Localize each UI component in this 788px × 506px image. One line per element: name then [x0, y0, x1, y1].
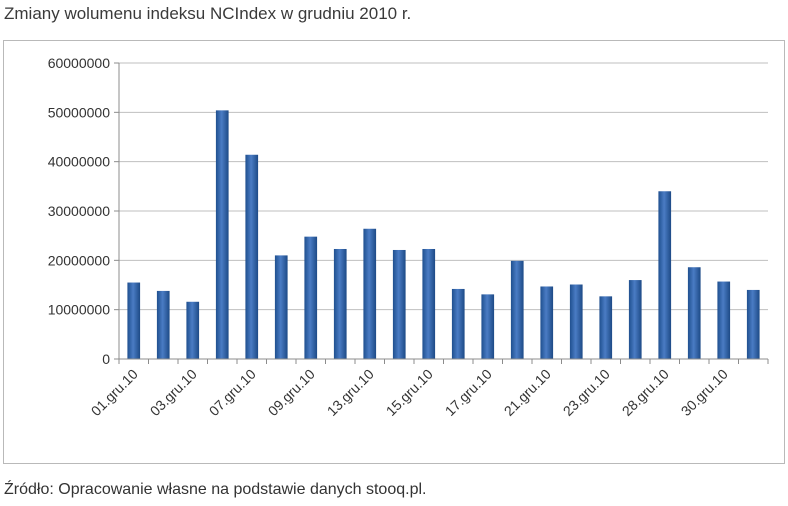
bar: [127, 282, 141, 359]
bar: [422, 248, 436, 359]
source-note: Źródło: Opracowanie własne na podstawie …: [4, 481, 427, 498]
chart-title: Zmiany wolumenu indeksu NCIndex w grudni…: [4, 4, 412, 23]
x-tick-label: 03.gru.10: [147, 366, 200, 419]
x-tick-label: 21.gru.10: [501, 366, 554, 419]
x-tick-label: 17.gru.10: [442, 366, 495, 419]
x-tick-label: 13.gru.10: [324, 366, 377, 419]
bar: [304, 236, 318, 359]
bar: [628, 280, 642, 359]
bar: [215, 110, 229, 359]
bar: [746, 289, 760, 359]
bar: [392, 249, 406, 359]
x-tick-label: 28.gru.10: [619, 366, 672, 419]
y-tick-label: 30000000: [48, 203, 111, 219]
y-tick-label: 10000000: [48, 302, 111, 318]
bar: [599, 296, 613, 359]
bar: [510, 260, 524, 359]
bar: [687, 267, 701, 359]
bar: [156, 290, 170, 359]
bar: [363, 228, 377, 359]
bar: [274, 255, 288, 359]
bar: [658, 191, 672, 359]
y-axis-ticks: 0 10000000 20000000 30000000 40000000 5000000…: [48, 55, 119, 367]
bar: [481, 294, 495, 359]
x-tick-label: 07.gru.10: [206, 366, 259, 419]
bar: [569, 284, 583, 359]
y-tick-label: 50000000: [48, 104, 111, 120]
y-tick-label: 60000000: [48, 55, 111, 71]
y-tick-label: 0: [102, 351, 110, 367]
x-tick-label: 01.gru.10: [88, 366, 141, 419]
bar: [245, 154, 259, 359]
y-tick-label: 40000000: [48, 154, 111, 170]
x-tick-label: 09.gru.10: [265, 366, 318, 419]
x-tick-label: 23.gru.10: [560, 366, 613, 419]
bar: [540, 286, 554, 359]
y-tick-label: 20000000: [48, 252, 111, 268]
x-axis-ticks: 01.gru.10 03.gru.10 07.gru.10 09.gru.10 13.g…: [88, 359, 769, 419]
x-tick-label: 30.gru.10: [678, 366, 731, 419]
bar: [717, 281, 731, 359]
x-tick-label: 15.gru.10: [383, 366, 436, 419]
bar: [333, 248, 347, 359]
bars: [127, 110, 760, 359]
bar: [451, 288, 465, 359]
bar: [186, 301, 200, 359]
